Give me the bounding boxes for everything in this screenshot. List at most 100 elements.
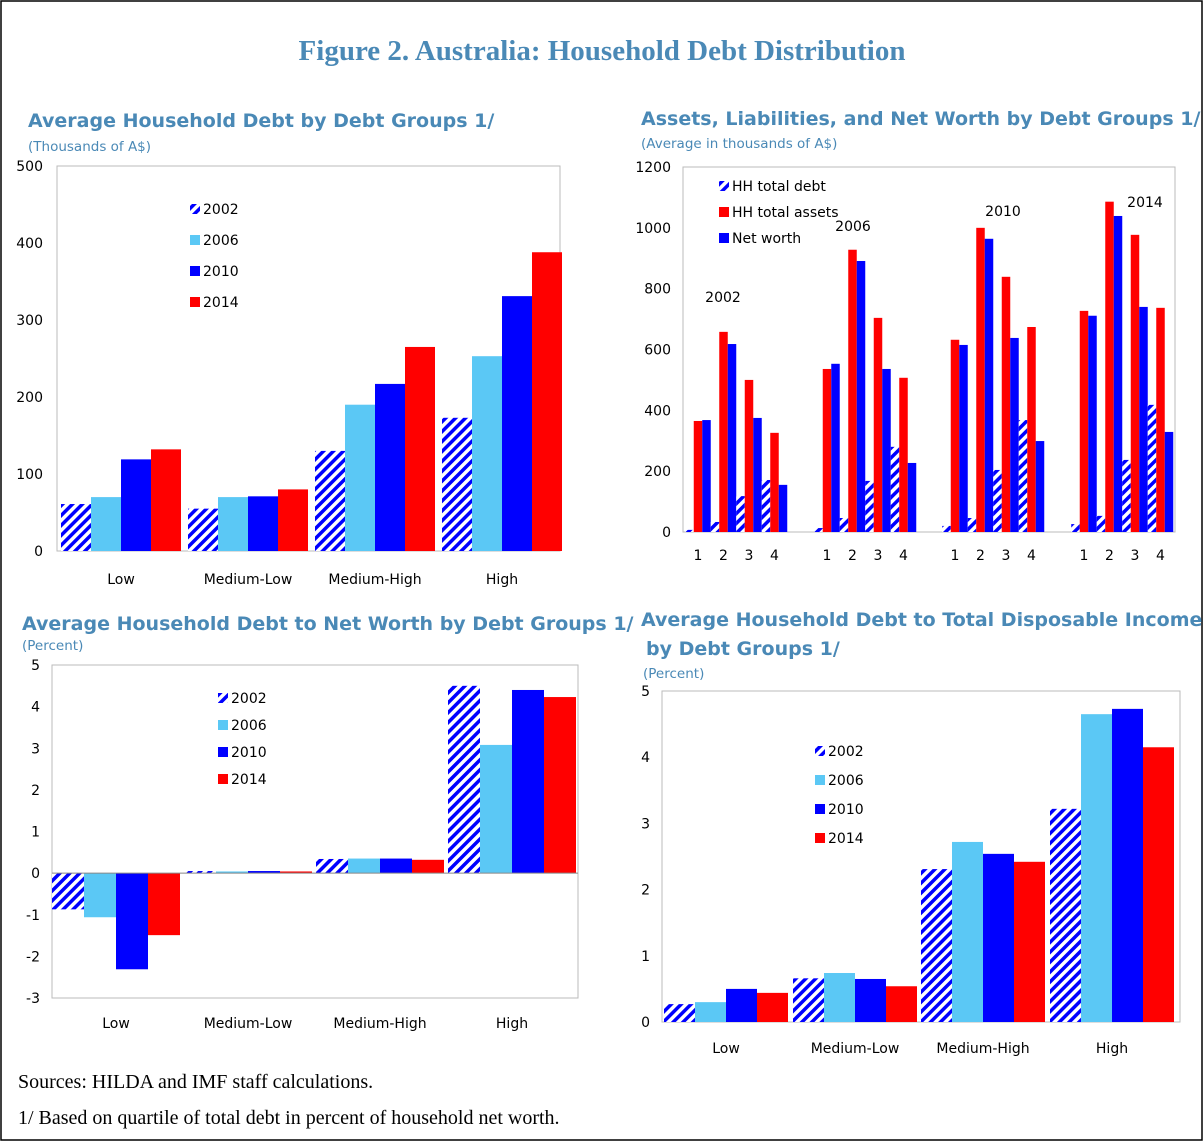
legend-label: 2002	[828, 744, 864, 760]
chart4: 0 1 2 3 4 5 Low Medium-Low Medium-High High 2002 20…	[641, 684, 1181, 1057]
chart1-subtitle: (Thousands of A$)	[28, 139, 151, 155]
y-tick-label: 0	[34, 544, 43, 560]
y-tick-label: 2	[641, 883, 650, 899]
legend-swatch	[815, 833, 825, 843]
group-year-label: 2010	[985, 204, 1021, 220]
bar-2014-Medium-Low	[280, 871, 312, 874]
legend-swatch	[218, 774, 228, 784]
bar-2006-q2-2	[856, 260, 866, 532]
chart3-title: Average Household Debt to Net Worth by D…	[22, 613, 634, 635]
bar-2010-Low	[726, 988, 757, 1022]
y-tick-label: -3	[26, 991, 40, 1007]
bar-2002-Low	[664, 1004, 695, 1022]
legend-label: 2002	[203, 202, 239, 218]
x-tick-label: High	[1096, 1041, 1128, 1057]
bar-2010-Medium-Low	[248, 496, 278, 551]
bar-2010-q1-0	[942, 525, 951, 532]
legend-swatch	[190, 266, 200, 276]
chart4-title: Average Household Debt to Total Disposab…	[641, 609, 1204, 631]
bar-2014-Medium-Low	[886, 986, 917, 1022]
legend-swatch	[719, 233, 729, 243]
bar-2014-q3-2	[1139, 306, 1148, 532]
y-tick-label: 0	[641, 1015, 650, 1031]
legend-swatch	[815, 746, 825, 756]
x-tick-label: Medium-Low	[204, 572, 293, 588]
bar-2010-High	[1112, 708, 1143, 1022]
y-tick-label: 0	[31, 866, 40, 882]
bar-2002-Medium-High	[921, 869, 952, 1022]
chart1: 0 100 200 300 400 500 Low Medium-Low Medium-High…	[16, 159, 562, 588]
legend-label: 2010	[203, 264, 239, 280]
legend-swatch	[190, 235, 200, 245]
bar-2006-Low	[695, 1002, 726, 1022]
x-tick-label: 3	[874, 548, 883, 564]
bar-2014-Low	[151, 449, 181, 551]
legend-label: HH total assets	[732, 205, 839, 221]
y-tick-label: 200	[644, 464, 671, 480]
x-tick-label: 2	[1105, 548, 1114, 564]
bar-2002-High	[448, 685, 480, 874]
bar-2002-q2-0	[710, 521, 720, 532]
bar-2014-High	[544, 697, 576, 874]
bar-2014-q1-1	[1079, 310, 1089, 532]
legend-label: 2006	[203, 233, 239, 249]
x-tick-label: Medium-High	[936, 1041, 1029, 1057]
bar-2010-Medium-High	[375, 383, 405, 551]
bar-2002-q4-0	[761, 479, 771, 532]
bar-2002-q3-0	[736, 496, 745, 532]
bar-2010-q4-2	[1035, 441, 1045, 532]
bar-2002-q2-2	[727, 344, 737, 532]
x-tick-label: Low	[107, 572, 135, 588]
legend-swatch	[190, 204, 200, 214]
x-tick-label: 3	[745, 548, 754, 564]
figure-title: Figure 2. Australia: Household Debt Dist…	[299, 35, 906, 67]
y-tick-label: 800	[644, 282, 671, 298]
legend-label: 2010	[828, 802, 864, 818]
bar-2010-q3-2	[1010, 337, 1019, 532]
legend-label: 2006	[828, 773, 864, 789]
bar-2014-Low	[148, 873, 180, 936]
bar-2010-Low	[121, 459, 151, 551]
bar-2006-Medium-High	[348, 858, 380, 874]
x-tick-label: 1	[951, 548, 960, 564]
bar-2006-q4-0	[890, 446, 900, 532]
bar-2006-q4-2	[907, 462, 917, 532]
bar-2006-Medium-High	[345, 404, 375, 551]
bar-2002-q1-2	[702, 420, 711, 532]
x-tick-label: 2	[719, 548, 728, 564]
y-tick-label: 1	[641, 949, 650, 965]
legend-swatch	[218, 693, 228, 703]
bar-2002-q4-2	[778, 484, 788, 532]
bar-2010-High	[512, 689, 544, 874]
bar-2014-Medium-High	[412, 859, 444, 874]
chart3-subtitle: (Percent)	[22, 638, 83, 654]
x-tick-label: High	[496, 1016, 528, 1032]
y-tick-label: 300	[16, 313, 43, 329]
bar-2006-q1-0	[814, 528, 823, 532]
y-tick-label: -2	[26, 949, 40, 965]
bar-2006-q2-0	[839, 518, 849, 532]
legend-label: 2006	[231, 718, 267, 734]
bar-2002-High	[1050, 808, 1081, 1022]
bar-2010-Medium-Low	[855, 978, 886, 1022]
x-tick-label: Medium-High	[333, 1016, 426, 1032]
legend-label: 2010	[231, 745, 267, 761]
bar-2006-High	[472, 356, 502, 551]
x-tick-label: 1	[694, 548, 703, 564]
x-tick-label: 2	[848, 548, 857, 564]
bar-2010-Medium-High	[983, 853, 1014, 1022]
x-tick-label: Low	[102, 1016, 130, 1032]
x-tick-label: 1	[1080, 548, 1089, 564]
bar-2010-q2-0	[967, 518, 977, 532]
y-tick-label: 4	[31, 700, 40, 716]
legend-label: HH total debt	[732, 179, 826, 195]
bar-2014-q1-2	[1088, 315, 1097, 532]
bar-2002-Medium-High	[315, 450, 345, 551]
bar-2002-q3-2	[753, 417, 762, 532]
x-tick-label: 4	[899, 548, 908, 564]
bar-2014-Low	[757, 992, 788, 1022]
bar-2014-q3-1	[1130, 234, 1140, 532]
y-tick-label: 2	[31, 783, 40, 799]
x-tick-label: 1	[823, 548, 832, 564]
